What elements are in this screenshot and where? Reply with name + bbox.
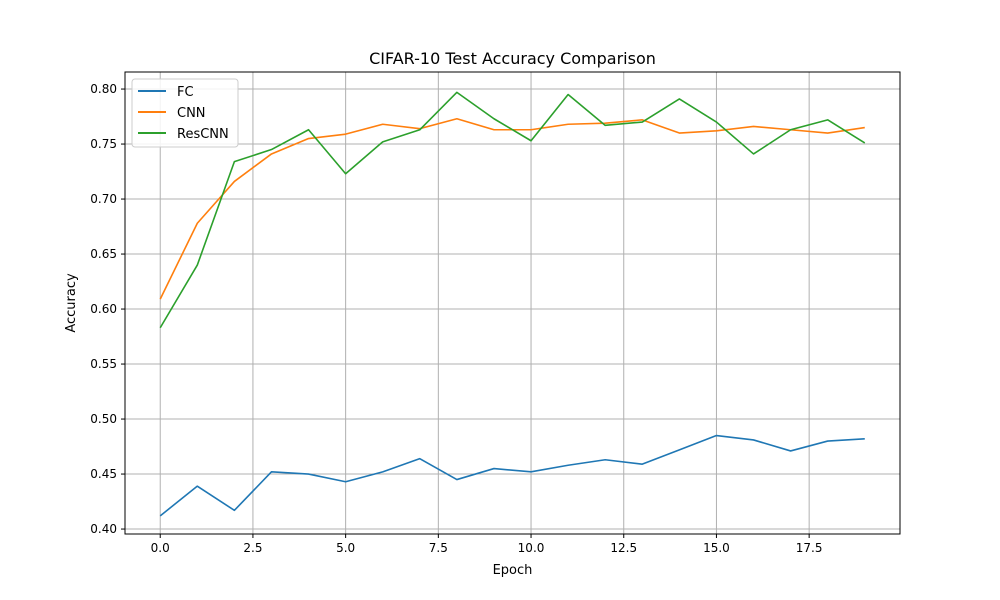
grid — [125, 72, 900, 534]
legend-box — [131, 78, 239, 148]
y-tick-label: 0.40 — [90, 522, 117, 536]
x-tick-label: 10.0 — [518, 541, 545, 555]
x-tick-label: 15.0 — [703, 541, 730, 555]
series-line-fc — [159, 434, 865, 517]
y-axis-label: Accuracy — [64, 273, 79, 333]
y-axis-ticks: 0.40 0.45 0.50 0.55 0.60 0.65 0.70 0.75 0.80 — [90, 82, 125, 536]
x-tick-label: 7.5 — [429, 541, 448, 555]
y-tick-label: 0.60 — [90, 302, 117, 316]
y-tick-label: 0.45 — [90, 467, 117, 481]
y-tick-label: 0.80 — [90, 82, 117, 96]
legend-label-cnn: CNN — [177, 106, 206, 121]
plot-area — [125, 72, 900, 534]
series-line-rescnn — [159, 91, 866, 329]
x-tick-label: 12.5 — [610, 541, 637, 555]
x-axis-ticks: 0.0 2.5 5.0 7.5 10.0 12.5 15.0 17.5 — [151, 534, 823, 555]
x-tick-label: 17.5 — [796, 541, 823, 555]
y-tick-label: 0.55 — [90, 357, 117, 371]
y-tick-label: 0.70 — [90, 192, 117, 206]
x-tick-label: 5.0 — [336, 541, 355, 555]
legend-label-rescnn: ResCNN — [177, 127, 229, 142]
x-tick-label: 2.5 — [243, 541, 262, 555]
chart-title: CIFAR-10 Test Accuracy Comparison — [369, 49, 656, 68]
plot-frame — [124, 71, 901, 535]
legend-label-fc: FC — [177, 85, 194, 100]
y-tick-label: 0.50 — [90, 412, 117, 426]
x-tick-label: 0.0 — [151, 541, 170, 555]
y-tick-label: 0.75 — [90, 137, 117, 151]
series-lines — [159, 91, 866, 517]
legend: FC CNN ResCNN — [131, 78, 239, 148]
x-axis-label: Epoch — [493, 563, 533, 578]
y-tick-label: 0.65 — [90, 247, 117, 261]
